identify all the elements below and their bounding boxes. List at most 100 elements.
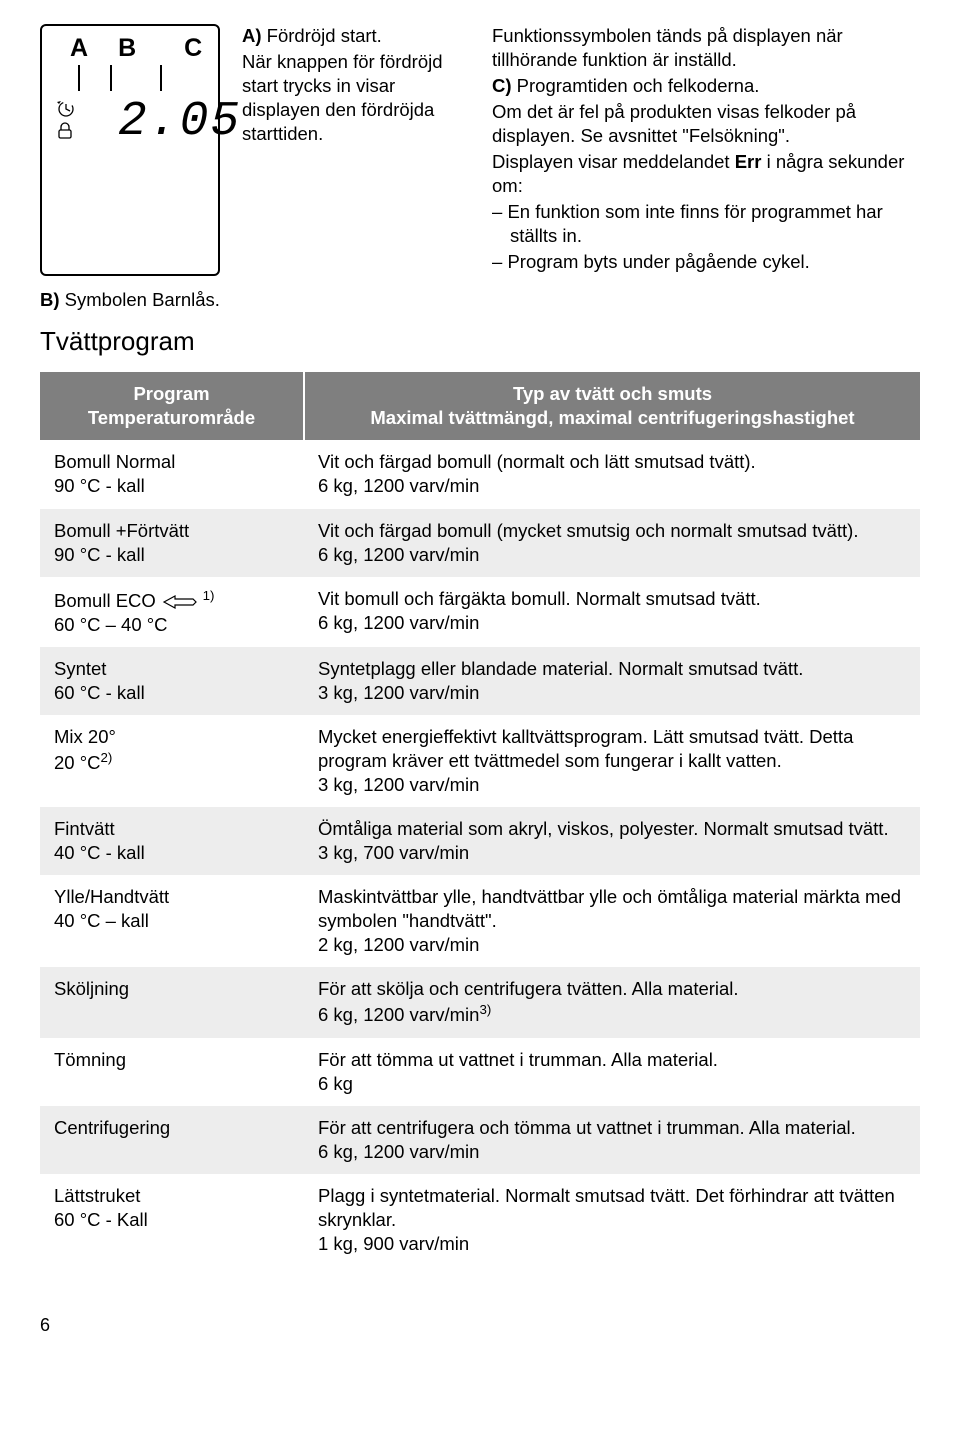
description-cell: För att skölja och centrifugera tvätten.… [304, 967, 920, 1037]
footnote-ref: 3) [479, 1002, 491, 1017]
program-cell: Bomull Normal90 °C - kall [40, 440, 304, 508]
table-row: Centrifugering För att centrifugera och t… [40, 1106, 920, 1174]
program-cell: Ylle/Handtvätt40 °C – kall [40, 875, 304, 967]
para-b-label: B) [40, 289, 60, 310]
program-cell: Mix 20°20 °C2) [40, 715, 304, 807]
table-row: Bomull ECO 1)60 °C – 40 °C Vit bomull och… [40, 577, 920, 647]
description-cell: Vit och färgad bomull (normalt och lätt … [304, 440, 920, 508]
tvattprogram-heading: Tvättprogram [40, 325, 920, 359]
program-name: Centrifugering [54, 1116, 290, 1140]
description-line: Mycket energieffektivt kalltvättsprogram… [318, 725, 906, 773]
paragraph-a: A) Fördröjd start. När knappen för fördr… [242, 24, 470, 276]
description-line: Syntetplagg eller blandade material. Nor… [318, 657, 906, 681]
table-row: Sköljning För att skölja och centrifugera… [40, 967, 920, 1037]
description-cell: Mycket energieffektivt kalltvättsprogram… [304, 715, 920, 807]
bullet-2: Program byts under pågående cykel. [492, 250, 920, 274]
description-cell: Plagg i syntetmaterial. Normalt smutsad … [304, 1174, 920, 1266]
description-line: 6 kg, 1200 varv/min [318, 543, 906, 567]
description-line: 3 kg, 1200 varv/min [318, 773, 906, 797]
table-row: Bomull Normal90 °C - kall Vit och färgad … [40, 440, 920, 508]
th-col2b: Maximal tvättmängd, maximal centrifugeri… [319, 406, 906, 430]
program-name: Sköljning [54, 977, 290, 1001]
right-line4: Displayen visar meddelandet Err i några … [492, 150, 920, 198]
description-line: För att tömma ut vattnet i trumman. Alla… [318, 1048, 906, 1072]
footnote-ref: 1) [199, 588, 215, 603]
right-line1: Funktionssymbolen tänds på displayen när… [492, 24, 920, 72]
bullet-1: En funktion som inte finns för programme… [492, 200, 920, 248]
description-line: Vit bomull och färgäkta bomull. Normalt … [318, 587, 906, 611]
table-header-row: Program Temperaturområde Typ av tvätt oc… [40, 372, 920, 440]
lock-icon [56, 122, 74, 140]
description-cell: Vit bomull och färgäkta bomull. Normalt … [304, 577, 920, 647]
display-digits: 2.05 [118, 91, 241, 153]
th-type: Typ av tvätt och smuts Maximal tvättmäng… [304, 372, 920, 440]
left-column: A B C [40, 24, 470, 276]
pointer-lines [54, 65, 206, 91]
para-b-text: Symbolen Barnlås. [65, 289, 220, 310]
description-line: 6 kg [318, 1072, 906, 1096]
footnote-ref: 2) [100, 750, 112, 765]
temperature-range: 40 °C - kall [54, 841, 290, 865]
program-name: Syntet [54, 657, 290, 681]
description-line: 1 kg, 900 varv/min [318, 1232, 906, 1256]
right-line3: Om det är fel på produkten visas felkode… [492, 100, 920, 148]
paragraph-b: B) Symbolen Barnlås. [40, 288, 920, 312]
description-line: 3 kg, 700 varv/min [318, 841, 906, 865]
para-a-title: Fördröjd start. [267, 25, 382, 46]
th-col1b: Temperaturområde [54, 406, 289, 430]
para-a-text: A) Fördröjd start. [242, 24, 470, 48]
description-line: Vit och färgad bomull (normalt och lätt … [318, 450, 906, 474]
program-table: Program Temperaturområde Typ av tvätt oc… [40, 372, 920, 1266]
table-row: Fintvätt40 °C - kall Ömtåliga material so… [40, 807, 920, 875]
table-row: Lättstruket60 °C - KallPlagg i syntetmat… [40, 1174, 920, 1266]
vline-b [110, 65, 112, 91]
program-name: Tömning [54, 1048, 290, 1072]
description-cell: För att centrifugera och tömma ut vattne… [304, 1106, 920, 1174]
program-name: Bomull +Förtvätt [54, 519, 290, 543]
program-name: Lättstruket [54, 1184, 290, 1208]
th-col2a: Typ av tvätt och smuts [319, 382, 906, 406]
program-cell: Bomull +Förtvätt90 °C - kall [40, 509, 304, 577]
description-line: 3 kg, 1200 varv/min [318, 681, 906, 705]
description-cell: För att tömma ut vattnet i trumman. Alla… [304, 1038, 920, 1106]
program-name: Ylle/Handtvätt [54, 885, 290, 909]
description-line: Vit och färgad bomull (mycket smutsig oc… [318, 519, 906, 543]
description-line: Plagg i syntetmaterial. Normalt smutsad … [318, 1184, 906, 1232]
display-readout: 2.05 [54, 91, 206, 153]
description-line: Maskintvättbar ylle, handtvättbar ylle o… [318, 885, 906, 933]
label-a: A [70, 32, 88, 65]
temperature-range: 60 °C – 40 °C [54, 613, 290, 637]
top-section: A B C [40, 24, 920, 276]
vline-a [78, 65, 80, 91]
program-cell: Syntet60 °C - kall [40, 647, 304, 715]
program-name: Fintvätt [54, 817, 290, 841]
description-cell: Syntetplagg eller blandade material. Nor… [304, 647, 920, 715]
program-cell: Centrifugering [40, 1106, 304, 1174]
description-line: För att skölja och centrifugera tvätten.… [318, 977, 906, 1001]
table-row: Syntet60 °C - kall Syntetplagg eller blan… [40, 647, 920, 715]
display-icons [54, 99, 76, 140]
description-cell: Maskintvättbar ylle, handtvättbar ylle o… [304, 875, 920, 967]
right-line-c: C) Programtiden och felkoderna. [492, 74, 920, 98]
program-name: Bomull Normal [54, 450, 290, 474]
program-name: Bomull ECO 1) [54, 587, 290, 613]
table-row: Tömning För att tömma ut vattnet i trumma… [40, 1038, 920, 1106]
table-row: Ylle/Handtvätt40 °C – kall Maskintvättbar… [40, 875, 920, 967]
temperature-range: 90 °C - kall [54, 543, 290, 567]
description-line: 6 kg, 1200 varv/min [318, 611, 906, 635]
temperature-range: 90 °C - kall [54, 474, 290, 498]
description-cell: Vit och färgad bomull (mycket smutsig oc… [304, 509, 920, 577]
para-a-body: När knappen för fördröjd start trycks in… [242, 50, 470, 146]
label-c: C [184, 32, 202, 65]
temperature-range: 60 °C - kall [54, 681, 290, 705]
right-column: Funktionssymbolen tänds på displayen när… [492, 24, 920, 276]
right-line4a: Displayen visar meddelandet [492, 151, 735, 172]
vline-c [160, 65, 162, 91]
page-number: 6 [40, 1314, 920, 1337]
table-row: Mix 20°20 °C2) Mycket energieffektivt kal… [40, 715, 920, 807]
description-line: 6 kg, 1200 varv/min [318, 474, 906, 498]
para-a-label: A) [242, 25, 262, 46]
c-text: Programtiden och felkoderna. [517, 75, 760, 96]
description-line: Ömtåliga material som akryl, viskos, pol… [318, 817, 906, 841]
program-cell: Sköljning [40, 967, 304, 1037]
